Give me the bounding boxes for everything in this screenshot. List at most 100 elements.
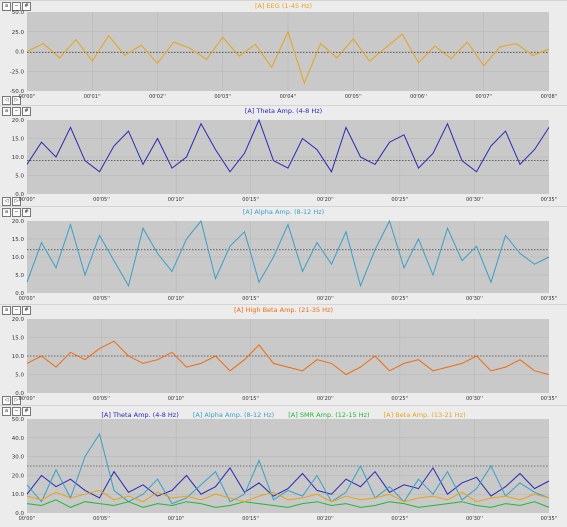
x-tick-label: 00'00'' xyxy=(19,516,36,522)
legend-item-theta: [A] Theta Amp. (4-8 Hz) xyxy=(101,411,179,419)
legend: [A] Theta Amp. (4-8 Hz) [A] Alpha Amp. (… xyxy=(0,411,567,419)
label-toggle-button[interactable]: a xyxy=(2,2,11,11)
label-toggle-button[interactable]: a xyxy=(2,306,11,315)
next-page-button[interactable]: ▷ xyxy=(12,197,21,206)
x-tick-label: 00'35'' xyxy=(541,396,558,402)
theta-chart[interactable]: 20.0 15.0 10.0 5.0 0.000'00'' 00'05'' 00'10'' 0… xyxy=(0,106,567,206)
combined-chart[interactable]: 50.0 40.0 30.0 20.0 10.0 0.000'00'' 00'05'' 00'… xyxy=(0,406,567,527)
x-tick-label: 00'15'' xyxy=(242,296,259,302)
x-tick-label: 00'08'' xyxy=(541,94,558,100)
y-tick-label: 40.0 xyxy=(12,436,25,442)
x-tick-label: 00'00'' xyxy=(19,94,36,100)
x-tick-label: 00'25'' xyxy=(391,197,408,203)
y-tick-label: 0.0 xyxy=(15,391,24,397)
x-tick-label: 00'25'' xyxy=(391,396,408,402)
y-tick-label: 5.0 xyxy=(15,174,24,180)
x-tick-label: 00'00'' xyxy=(19,296,36,302)
next-page-button[interactable]: ▷ xyxy=(12,96,21,105)
y-tick-label: 0.0 xyxy=(15,511,24,517)
x-tick-label: 00'35'' xyxy=(541,197,558,203)
y-tick-label: -50.0 xyxy=(10,89,25,95)
eeg-chart[interactable]: 50.0 25.0 0.0 -25.0 -50.000'00'' 00'01'' 00'02… xyxy=(0,1,567,105)
chart-title: [A] Theta Amp. (4-8 Hz) xyxy=(244,107,323,115)
x-tick-label: 00'10'' xyxy=(168,197,185,203)
x-tick-label: 00'04'' xyxy=(280,94,297,100)
x-tick-label: 00'05'' xyxy=(93,197,110,203)
grid-toggle-button[interactable]: # xyxy=(22,107,31,116)
y-tick-label: 15.0 xyxy=(12,137,25,143)
x-tick-label: 00'10'' xyxy=(168,296,185,302)
x-tick-label: 00'15'' xyxy=(242,516,259,522)
time-nav: ◁ ▷ xyxy=(2,96,21,105)
collapse-button[interactable]: − xyxy=(12,2,21,11)
x-tick-label: 00'06'' xyxy=(410,94,427,100)
alpha-chart[interactable]: 20.0 15.0 10.0 5.0 0.000'00'' 00'05'' 00'10'' 0… xyxy=(0,207,567,304)
grid-toggle-button[interactable]: # xyxy=(22,306,31,315)
y-tick-label: 20.0 xyxy=(12,219,25,225)
y-tick-label: 20.0 xyxy=(12,317,25,323)
y-tick-label: 20.0 xyxy=(12,473,25,479)
grid-toggle-button[interactable]: # xyxy=(22,407,31,416)
legend-item-beta: [A] Beta Amp. (13-21 Hz) xyxy=(383,411,466,419)
collapse-button[interactable]: − xyxy=(12,407,21,416)
y-tick-label: 20.0 xyxy=(12,118,25,124)
y-tick-label: 0.0 xyxy=(15,291,24,297)
x-tick-label: 00'00'' xyxy=(19,197,36,203)
next-page-button[interactable]: ▷ xyxy=(12,396,21,405)
panel-controls: a − # xyxy=(2,306,31,315)
x-tick-label: 00'05'' xyxy=(345,94,362,100)
series-line xyxy=(26,30,550,85)
collapse-button[interactable]: − xyxy=(12,306,21,315)
y-tick-label: 10.0 xyxy=(12,354,25,360)
series-line xyxy=(26,466,550,499)
x-tick-label: 00'30'' xyxy=(466,296,483,302)
collapse-button[interactable]: − xyxy=(12,107,21,116)
alpha-panel: a − # [A] Alpha Amp. (8-12 Hz) 20.0 15.0 1… xyxy=(0,206,567,304)
prev-page-button[interactable]: ◁ xyxy=(2,96,11,105)
label-toggle-button[interactable]: a xyxy=(2,407,11,416)
label-toggle-button[interactable]: a xyxy=(2,208,11,217)
y-tick-label: 50.0 xyxy=(12,10,25,16)
legend-item-alpha: [A] Alpha Amp. (8-12 Hz) xyxy=(192,411,275,419)
y-tick-label: 15.0 xyxy=(12,336,25,342)
x-tick-label: 00'25'' xyxy=(391,296,408,302)
eeg-panel: a − # [A] EEG (1-45 Hz) ◁ ▷ 50.0 25.0 0.0 -… xyxy=(0,0,567,105)
panel-controls: a − # xyxy=(2,107,31,116)
y-tick-label: 10.0 xyxy=(12,492,25,498)
y-tick-label: 0.0 xyxy=(15,50,24,56)
x-tick-label: 00'15'' xyxy=(242,396,259,402)
collapse-button[interactable]: − xyxy=(12,208,21,217)
panel-controls: a − # xyxy=(2,407,31,416)
y-tick-label: 30.0 xyxy=(12,455,25,461)
y-tick-label: 50.0 xyxy=(12,417,25,423)
grid-toggle-button[interactable]: # xyxy=(22,2,31,11)
grid-toggle-button[interactable]: # xyxy=(22,208,31,217)
x-tick-label: 00'15'' xyxy=(242,197,259,203)
series-line xyxy=(26,219,550,288)
x-tick-label: 00'30'' xyxy=(466,516,483,522)
panel-controls: a − # xyxy=(2,2,31,11)
y-tick-label: 0.0 xyxy=(15,192,24,198)
high-beta-chart[interactable]: 20.0 15.0 10.0 5.0 0.000'00'' 00'05'' 00'10'' 0… xyxy=(0,305,567,405)
combined-panel: a − # [A] Theta Amp. (4-8 Hz) [A] Alpha … xyxy=(0,405,567,527)
series-line xyxy=(26,340,550,376)
series-line xyxy=(26,489,550,503)
x-tick-label: 00'10'' xyxy=(168,516,185,522)
prev-page-button[interactable]: ◁ xyxy=(2,197,11,206)
x-tick-label: 00'05'' xyxy=(93,516,110,522)
x-tick-label: 00'01'' xyxy=(84,94,101,100)
x-tick-label: 00'07'' xyxy=(475,94,492,100)
chart-title: [A] EEG (1-45 Hz) xyxy=(254,2,313,10)
legend-item-smr: [A] SMR Amp. (12-15 Hz) xyxy=(288,411,370,419)
series-line xyxy=(26,499,550,508)
chart-title: [A] High Beta Amp. (21-35 Hz) xyxy=(233,306,333,314)
series-line xyxy=(26,118,550,173)
label-toggle-button[interactable]: a xyxy=(2,107,11,116)
x-tick-label: 00'35'' xyxy=(541,516,558,522)
x-tick-label: 00'05'' xyxy=(93,296,110,302)
y-tick-label: 10.0 xyxy=(12,155,25,161)
x-tick-label: 00'30'' xyxy=(466,396,483,402)
x-tick-label: 00'30'' xyxy=(466,197,483,203)
chart-title: [A] Alpha Amp. (8-12 Hz) xyxy=(242,208,325,216)
prev-page-button[interactable]: ◁ xyxy=(2,396,11,405)
